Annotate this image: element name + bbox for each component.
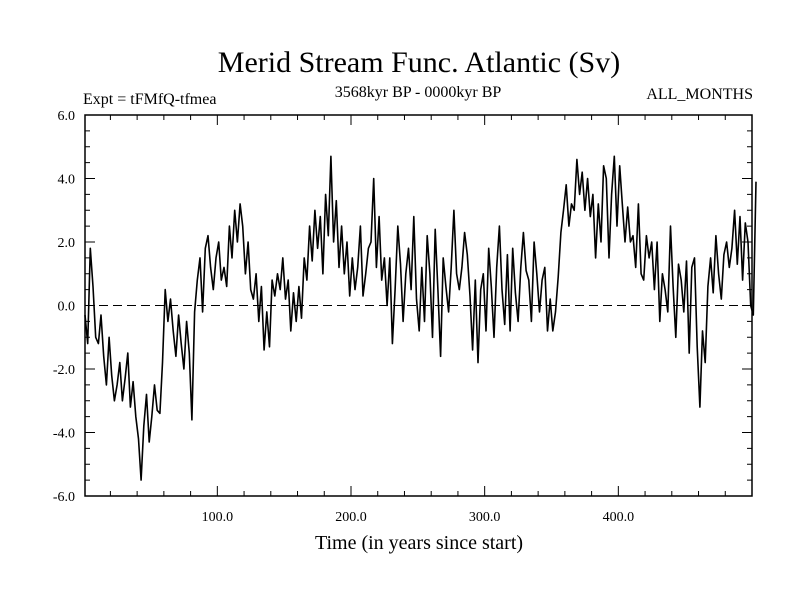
series-line-0 (84, 155, 757, 481)
y-tick-label: 0.0 (58, 300, 76, 315)
y-tick-label: -6.0 (53, 490, 75, 505)
chart-title: Merid Stream Func. Atlantic (Sv) (218, 46, 620, 79)
months-label: ALL_MONTHS (646, 86, 753, 103)
y-tick-label: -2.0 (53, 363, 75, 378)
x-tick-label: 400.0 (603, 510, 635, 525)
x-tick-label: 300.0 (469, 510, 501, 525)
x-axis-label: Time (in years since start) (315, 532, 523, 554)
time-range-label: 3568kyr BP - 0000kyr BP (335, 84, 502, 101)
y-tick-label: 2.0 (58, 236, 76, 251)
x-tick-label: 100.0 (202, 510, 234, 525)
y-tick-label: 4.0 (58, 173, 76, 188)
y-tick-label: -4.0 (53, 427, 75, 442)
plot-area: 100.0 200.0 300.0 400.0 -6.0 -4.0 -2.0 0.0 2.0 4.… (53, 109, 757, 525)
y-tick-label: 6.0 (58, 109, 76, 124)
experiment-label: Expt = tFMfQ-tfmea (83, 91, 216, 108)
x-tick-label: 200.0 (335, 510, 367, 525)
